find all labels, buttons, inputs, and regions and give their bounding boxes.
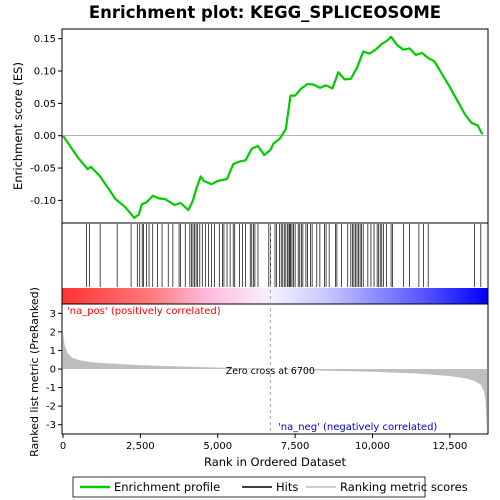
- es-y-axis-label: Enrichment score (ES): [11, 62, 25, 190]
- x-tick-label: 2,500: [126, 441, 155, 452]
- metric-y-tick-label: -1: [46, 383, 56, 394]
- metric-y-tick-label: -3: [46, 420, 56, 431]
- legend-label-hits: Hits: [276, 480, 298, 494]
- x-tick-label: 5,000: [203, 441, 232, 452]
- positive-correlation-label: 'na_pos' (positively correlated): [67, 306, 221, 317]
- legend-label-metric: Ranking metric scores: [340, 480, 468, 494]
- metric-y-axis-label: Ranked list metric (PreRanked): [28, 287, 41, 457]
- metric-y-tick-label: 0: [50, 365, 56, 376]
- es-y-tick-label: -0.10: [30, 196, 56, 207]
- zero-cross-label: Zero cross at 6700: [226, 366, 315, 377]
- x-tick-label: 0: [60, 441, 66, 452]
- metric-y-tick-label: 2: [50, 327, 56, 338]
- metric-y-tick-label: 1: [50, 346, 56, 357]
- legend-label-enrichment: Enrichment profile: [114, 480, 220, 494]
- es-y-tick-label: 0.00: [34, 131, 56, 142]
- rank-gradient-bar: [62, 288, 488, 304]
- chart-title: Enrichment plot: KEGG_SPLICEOSOME: [89, 3, 441, 22]
- es-y-tick-label: 0.05: [34, 99, 56, 110]
- x-tick-label: 10,000: [355, 441, 390, 452]
- x-axis-label: Rank in Ordered Dataset: [204, 455, 347, 469]
- es-panel-frame: [61, 28, 489, 224]
- metric-y-tick-label: 3: [50, 309, 56, 320]
- legend: Enrichment profile Hits Ranking metric s…: [72, 476, 468, 498]
- negative-correlation-label: 'na_neg' (negatively correlated): [278, 422, 437, 433]
- hits-lines: [86, 224, 482, 287]
- es-y-tick-label: -0.05: [30, 164, 56, 175]
- es-y-axis: -0.10 -0.05 0.00 0.05 0.10 0.15: [30, 34, 62, 207]
- es-y-tick-label: 0.15: [34, 34, 56, 45]
- metric-y-tick-label: -2: [46, 402, 56, 413]
- x-axis: 0 2,500 5,000 7,500 10,000 12,500: [60, 434, 467, 452]
- x-tick-label: 12,500: [432, 441, 467, 452]
- es-y-tick-label: 0.10: [34, 67, 56, 78]
- x-tick-label: 7,500: [281, 441, 310, 452]
- metric-y-axis: 3 2 1 0 -1 -2 -3: [46, 309, 62, 431]
- enrichment-profile-line: [62, 35, 484, 219]
